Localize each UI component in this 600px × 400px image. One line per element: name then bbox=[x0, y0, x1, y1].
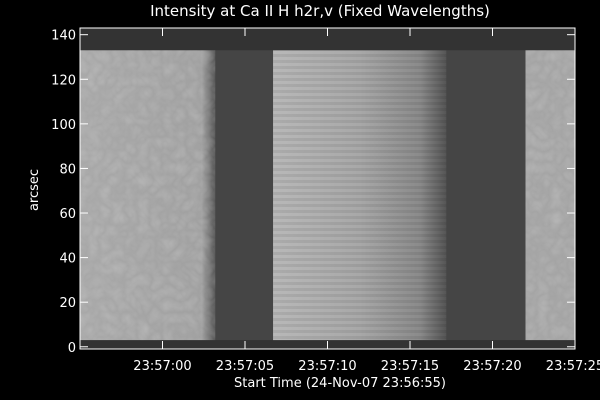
x-tick-label: 23:57:15 bbox=[381, 359, 439, 374]
y-tick-label: 100 bbox=[51, 118, 76, 133]
y-axis-label: arcsec bbox=[27, 169, 42, 211]
segment-texture bbox=[273, 50, 447, 341]
segment-texture bbox=[525, 50, 575, 341]
y-tick-label: 120 bbox=[51, 73, 76, 88]
x-axis-label: Start Time (24-Nov-07 23:56:55) bbox=[234, 376, 446, 391]
chart-title: Intensity at Ca II H h2r,v (Fixed Wavele… bbox=[150, 2, 490, 20]
x-tick-label: 23:57:20 bbox=[463, 359, 521, 374]
x-tick-label: 23:57:05 bbox=[216, 359, 274, 374]
y-tick-label: 80 bbox=[59, 162, 76, 177]
segment-texture bbox=[80, 50, 216, 341]
x-tick-label: 23:57:00 bbox=[133, 359, 191, 374]
y-tick-label: 40 bbox=[59, 252, 76, 267]
y-tick-label: 20 bbox=[59, 296, 76, 311]
y-tick-label: 140 bbox=[51, 29, 76, 44]
y-tick-label: 0 bbox=[68, 341, 76, 356]
x-tick-label: 23:57:25 bbox=[546, 359, 600, 374]
x-tick-label: 23:57:10 bbox=[298, 359, 356, 374]
y-tick-label: 60 bbox=[59, 207, 76, 222]
